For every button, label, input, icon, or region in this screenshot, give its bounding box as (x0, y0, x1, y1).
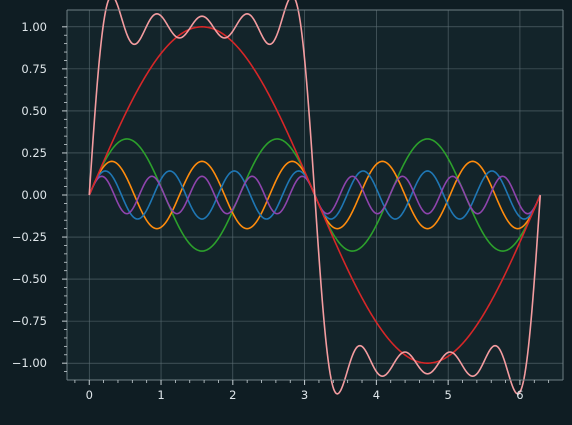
y-tick-label: 0.50 (21, 104, 47, 118)
series-line (88, 0, 542, 395)
y-tick-label: 0.00 (21, 188, 47, 202)
x-tick-label: 4 (373, 388, 380, 402)
x-tick-label: 3 (301, 388, 308, 402)
x-tick-label: 1 (157, 388, 164, 402)
x-tick-label: 6 (516, 388, 523, 402)
y-tick-label: 1.00 (21, 20, 47, 34)
y-tick-label: 0.75 (21, 62, 47, 76)
y-tick-label: −0.25 (12, 230, 47, 244)
y-tick-label: 0.25 (21, 146, 47, 160)
y-tick-label: −1.00 (12, 356, 47, 370)
series-group (88, 0, 542, 395)
x-tick-label: 5 (444, 388, 451, 402)
y-tick-label: −0.50 (12, 272, 47, 286)
x-tick-label: 2 (229, 388, 236, 402)
x-tick-label: 0 (86, 388, 93, 402)
axes: 0 1 2 3 4 5 6 1.00 0.75 0.50 0.25 0.00 −0.25 −0.50 −0.… (12, 9, 564, 402)
y-tick-label: −0.75 (12, 314, 47, 328)
